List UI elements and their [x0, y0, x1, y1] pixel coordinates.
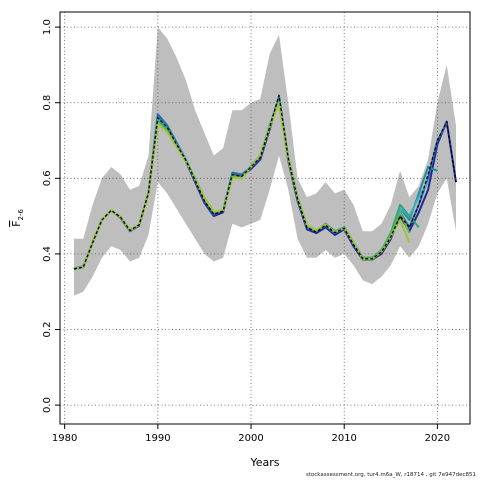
y-tick-label-4: 0.8 [42, 95, 53, 111]
plot-frame [59, 11, 471, 425]
y-tick-label-5: 1.0 [42, 19, 53, 35]
x-tick-label-4: 2020 [425, 433, 450, 444]
y-tick-label-3: 0.6 [42, 170, 53, 186]
confidence-band [74, 27, 456, 296]
series-line-7 [73, 94, 457, 270]
y-tick-label-0: 0.0 [42, 397, 53, 413]
series-layer [73, 94, 457, 270]
y-axis-title-sub: 2-6 [17, 209, 25, 221]
y-axis-title: F2-6 [10, 209, 25, 227]
x-tick-label-3: 2010 [331, 433, 356, 444]
svg-text:F2-6: F2-6 [10, 209, 25, 227]
y-tick-label-1: 0.2 [42, 322, 53, 338]
footer-caption: stockassessment.org, tur4.m6a_W, r18714 … [305, 472, 476, 478]
grid-layer [60, 12, 470, 424]
axis-layer: 1980 1990 2000 2010 2020 0.0 0.2 0.4 0.6 0.8 1.0 [42, 19, 450, 444]
y-tick-label-2: 0.4 [42, 246, 53, 262]
x-tick-label-0: 1980 [52, 433, 77, 444]
confidence-band-layer [74, 27, 456, 296]
x-tick-label-1: 1990 [145, 433, 170, 444]
y-axis-title-main: F [10, 221, 23, 227]
x-tick-label-2: 2000 [238, 433, 263, 444]
x-axis-title: Years [249, 456, 279, 469]
